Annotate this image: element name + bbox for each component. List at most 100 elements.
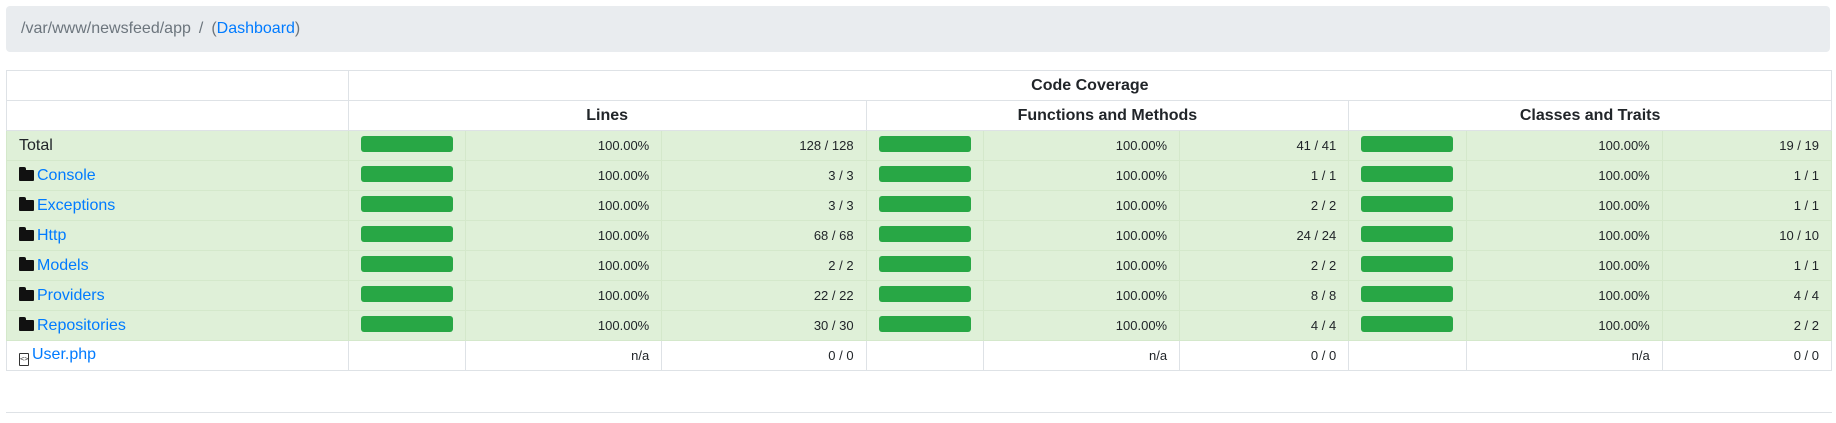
- directory-link[interactable]: Repositories: [37, 316, 126, 334]
- directory-link[interactable]: Models: [37, 256, 89, 274]
- classes-bar-cell: [1348, 340, 1467, 371]
- functions-bar-cell: [865, 340, 985, 371]
- functions-progress-bar: [878, 165, 971, 182]
- lines-percent: 100.00%: [465, 280, 663, 311]
- lines-bar-cell: [347, 310, 467, 341]
- dashboard-link[interactable]: Dashboard: [216, 20, 295, 37]
- breadcrumb: /var/www/newsfeed/app / (Dashboard): [6, 6, 1830, 52]
- classes-progress-bar: [1361, 255, 1454, 272]
- functions-progress-bar: [878, 315, 971, 332]
- table-row: Http 100.00% 68 / 68 100.00% 24 / 24 100.00% 1…: [6, 220, 1833, 251]
- functions-count: 0 / 0: [1179, 340, 1350, 371]
- folder-icon: [19, 166, 34, 181]
- functions-progress-bar: [878, 225, 971, 242]
- header-classes: Classes and Traits: [1348, 100, 1832, 131]
- functions-percent: 100.00%: [982, 310, 1181, 341]
- classes-progress-bar: [1361, 285, 1454, 302]
- row-name-cell: Total: [6, 130, 349, 161]
- folder-icon: [19, 196, 34, 211]
- folder-icon: [19, 286, 34, 301]
- lines-bar-cell: [347, 130, 467, 161]
- directory-link[interactable]: Exceptions: [37, 196, 116, 214]
- table-row: Console 100.00% 3 / 3 100.00% 1 / 1 100.00% 1 …: [6, 160, 1833, 191]
- classes-percent: 100.00%: [1465, 190, 1663, 221]
- classes-bar-cell: [1348, 190, 1467, 221]
- classes-percent: 100.00%: [1465, 160, 1663, 191]
- lines-bar-cell: [347, 340, 467, 371]
- functions-bar-cell: [865, 220, 985, 251]
- directory-link[interactable]: Providers: [37, 286, 105, 304]
- functions-percent: 100.00%: [982, 250, 1181, 281]
- functions-count: 8 / 8: [1179, 280, 1350, 311]
- classes-percent: n/a: [1465, 340, 1663, 371]
- row-name: Total: [19, 136, 53, 154]
- header-lines: Lines: [347, 100, 867, 131]
- classes-progress-bar: [1361, 315, 1454, 332]
- classes-bar-cell: [1348, 280, 1467, 311]
- breadcrumb-path: /var/www/newsfeed/app: [21, 20, 191, 37]
- lines-progress-bar: [360, 165, 453, 182]
- lines-count: 128 / 128: [661, 130, 867, 161]
- classes-percent: 100.00%: [1465, 130, 1663, 161]
- functions-percent: 100.00%: [982, 160, 1181, 191]
- coverage-table: Code Coverage Lines Functions and Method…: [6, 70, 1833, 371]
- functions-progress-bar: [878, 195, 971, 212]
- classes-bar-cell: [1348, 220, 1467, 251]
- classes-bar-cell: [1348, 130, 1467, 161]
- lines-progress-bar: [360, 255, 453, 272]
- breadcrumb-close-paren: ): [294, 20, 301, 37]
- header-name-column: [6, 100, 349, 131]
- lines-percent: 100.00%: [465, 130, 663, 161]
- classes-percent: 100.00%: [1465, 220, 1663, 251]
- functions-bar-cell: [865, 310, 985, 341]
- lines-percent: 100.00%: [465, 160, 663, 191]
- lines-bar-cell: [347, 160, 467, 191]
- table-row: Exceptions 100.00% 3 / 3 100.00% 2 / 2 100.00…: [6, 190, 1833, 221]
- lines-progress-bar: [360, 285, 453, 302]
- lines-percent: 100.00%: [465, 310, 663, 341]
- classes-percent: 100.00%: [1465, 280, 1663, 311]
- row-name-cell: Models: [6, 250, 349, 281]
- classes-bar-cell: [1348, 310, 1467, 341]
- row-name-cell: <> User.php: [6, 340, 349, 371]
- functions-percent: 100.00%: [982, 220, 1181, 251]
- lines-count: 30 / 30: [661, 310, 867, 341]
- classes-count: 2 / 2: [1661, 310, 1833, 341]
- header-empty: [6, 70, 349, 101]
- functions-count: 2 / 2: [1179, 190, 1350, 221]
- table-row: <> User.php n/a 0 / 0 n/a 0 / 0 n/a 0 / 0: [6, 340, 1833, 371]
- classes-count: 1 / 1: [1661, 250, 1833, 281]
- classes-percent: 100.00%: [1465, 310, 1663, 341]
- classes-progress-bar: [1361, 225, 1454, 242]
- folder-icon: [19, 256, 34, 271]
- lines-count: 22 / 22: [661, 280, 867, 311]
- lines-count: 3 / 3: [661, 160, 867, 191]
- classes-progress-bar: [1361, 165, 1454, 182]
- functions-percent: 100.00%: [982, 280, 1181, 311]
- table-row: Repositories 100.00% 30 / 30 100.00% 4 / 4 10…: [6, 310, 1833, 341]
- lines-count: 68 / 68: [661, 220, 867, 251]
- classes-count: 0 / 0: [1661, 340, 1833, 371]
- table-row: Total 100.00% 128 / 128 100.00% 41 / 41 100.0…: [6, 130, 1833, 161]
- classes-progress-bar: [1361, 135, 1454, 152]
- table-row: Models 100.00% 2 / 2 100.00% 2 / 2 100.00% 1 /…: [6, 250, 1833, 281]
- folder-icon: [19, 226, 34, 241]
- functions-percent: 100.00%: [982, 190, 1181, 221]
- file-link[interactable]: User.php: [32, 345, 97, 363]
- functions-percent: n/a: [982, 340, 1181, 371]
- classes-count: 1 / 1: [1661, 160, 1833, 191]
- directory-link[interactable]: Http: [37, 226, 67, 244]
- header-functions: Functions and Methods: [865, 100, 1350, 131]
- row-name-cell: Http: [6, 220, 349, 251]
- functions-count: 2 / 2: [1179, 250, 1350, 281]
- lines-progress-bar: [360, 315, 453, 332]
- lines-count: 0 / 0: [661, 340, 867, 371]
- lines-percent: n/a: [465, 340, 663, 371]
- lines-bar-cell: [347, 280, 467, 311]
- functions-progress-bar: [878, 255, 971, 272]
- functions-count: 24 / 24: [1179, 220, 1350, 251]
- directory-link[interactable]: Console: [37, 166, 96, 184]
- lines-percent: 100.00%: [465, 220, 663, 251]
- functions-count: 1 / 1: [1179, 160, 1350, 191]
- coverage-rows: Total 100.00% 128 / 128 100.00% 41 / 41 100.0…: [6, 130, 1833, 371]
